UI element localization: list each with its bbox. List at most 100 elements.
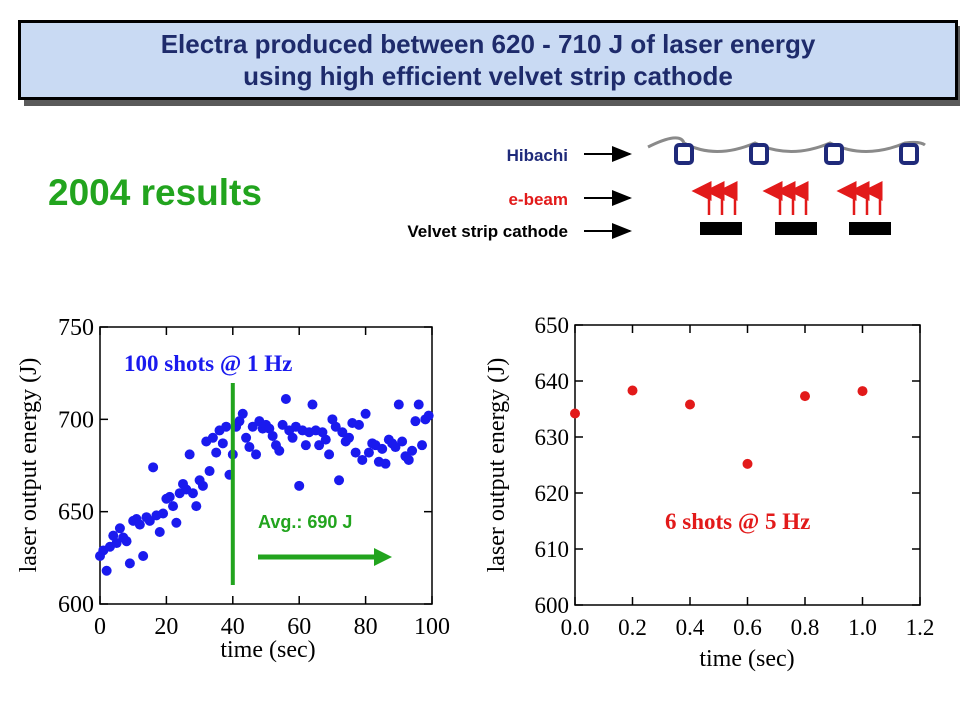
- hibachi-structure: [647, 136, 926, 165]
- cathode-schematic: Hibachi e-beam Velvet strip cathode: [407, 136, 926, 241]
- data-point: [101, 565, 112, 576]
- title-line-1: Electra produced between 620 - 710 J of …: [160, 29, 816, 59]
- data-point: [121, 536, 132, 547]
- data-point: [413, 399, 424, 410]
- x-tick-label: 0.0: [561, 615, 590, 640]
- data-point: [111, 538, 122, 549]
- x-tick-label: 0.4: [676, 615, 705, 640]
- x-tick-label: 80: [354, 614, 378, 640]
- chart-left-annotation: 100 shots @ 1 Hz: [124, 351, 292, 377]
- data-point: [134, 519, 145, 530]
- data-point: [360, 408, 371, 419]
- data-point: [171, 517, 182, 528]
- data-point: [570, 408, 580, 419]
- y-tick-label: 650: [58, 500, 94, 526]
- y-tick-label: 640: [535, 369, 570, 394]
- data-point: [300, 440, 311, 451]
- chart-right-ylabel: laser output energy (J): [484, 358, 510, 573]
- hibachi-label: Hibachi: [507, 146, 568, 165]
- data-point: [164, 491, 175, 502]
- data-point: [377, 443, 388, 454]
- data-point: [148, 462, 159, 473]
- y-tick-label: 600: [535, 593, 570, 618]
- data-point: [344, 432, 354, 443]
- data-point: [393, 399, 404, 410]
- data-point: [280, 394, 291, 405]
- data-point: [274, 445, 285, 456]
- data-point: [857, 386, 868, 397]
- data-point: [320, 434, 331, 445]
- y-tick-label: 630: [535, 425, 570, 450]
- data-point: [742, 458, 753, 469]
- data-point: [294, 480, 305, 491]
- data-point: [417, 440, 428, 451]
- results-heading: 2004 results: [48, 172, 262, 213]
- x-tick-label: 1.0: [848, 615, 877, 640]
- data-point: [221, 421, 232, 432]
- data-point: [357, 454, 368, 465]
- data-point: [124, 558, 135, 569]
- chart-left-ylabel: laser output energy (J): [16, 358, 42, 573]
- data-point: [241, 432, 252, 443]
- data-point: [138, 550, 149, 561]
- data-point: [211, 447, 222, 458]
- data-point: [800, 391, 810, 402]
- data-point: [380, 458, 391, 469]
- data-point: [423, 410, 434, 421]
- data-point: [330, 421, 341, 432]
- data-point: [685, 399, 695, 410]
- y-tick-label: 600: [58, 592, 94, 618]
- avg-arrow-head: [374, 548, 392, 566]
- x-tick-label: 0.2: [618, 615, 647, 640]
- data-point: [403, 454, 414, 465]
- x-tick-label: 0.6: [733, 615, 762, 640]
- y-tick-label: 700: [58, 407, 94, 433]
- chart-right: 0.0 0.2 0.4 0.6 0.8 1.0 1.2600610620630640650 …: [484, 313, 934, 672]
- x-tick-label: 60: [287, 614, 311, 640]
- data-point: [397, 436, 408, 447]
- data-point: [353, 419, 364, 430]
- x-tick-label: 0: [94, 614, 106, 640]
- data-point: [114, 523, 125, 534]
- data-point: [204, 466, 215, 477]
- data-point: [191, 501, 202, 512]
- x-tick-label: 20: [154, 614, 178, 640]
- title-banner: Electra produced between 620 - 710 J of …: [18, 20, 958, 100]
- data-point: [350, 447, 361, 458]
- data-point: [197, 480, 208, 491]
- data-point: [207, 432, 218, 443]
- data-point: [307, 399, 318, 410]
- data-point: [217, 438, 228, 449]
- y-tick-label: 620: [535, 481, 570, 506]
- data-point: [287, 432, 298, 443]
- chart-left-xlabel: time (sec): [220, 637, 315, 663]
- data-point: [154, 526, 165, 537]
- data-point: [244, 442, 255, 453]
- chart-right-annotation: 6 shots @ 5 Hz: [665, 509, 810, 535]
- data-point: [334, 475, 345, 486]
- data-point: [144, 515, 155, 526]
- cathode-label: Velvet strip cathode: [407, 222, 568, 241]
- x-tick-label: 40: [221, 614, 245, 640]
- data-point: [187, 488, 198, 499]
- cathode-strips: [700, 222, 891, 235]
- data-point: [168, 501, 179, 512]
- data-point: [277, 419, 288, 430]
- data-point: [324, 449, 335, 460]
- data-point: [184, 449, 195, 460]
- chart-right-xlabel: time (sec): [699, 646, 794, 672]
- data-point: [410, 416, 421, 427]
- x-tick-label: 0.8: [791, 615, 820, 640]
- data-point: [627, 385, 638, 396]
- data-point: [247, 421, 258, 432]
- y-tick-label: 750: [58, 315, 94, 341]
- chart-left: 0 20 40 60 80 100 600 650 700 750 100 shots @ 1 H…: [16, 315, 450, 663]
- chart-left-ticks: 0 20 40 60 80 100 600 650 700 750: [58, 315, 450, 640]
- y-tick-label: 610: [535, 537, 570, 562]
- chart-left-frame: [99, 326, 433, 605]
- data-point: [251, 449, 262, 460]
- x-tick-label: 1.2: [906, 615, 935, 640]
- data-point: [363, 447, 374, 458]
- y-tick-label: 650: [535, 313, 570, 338]
